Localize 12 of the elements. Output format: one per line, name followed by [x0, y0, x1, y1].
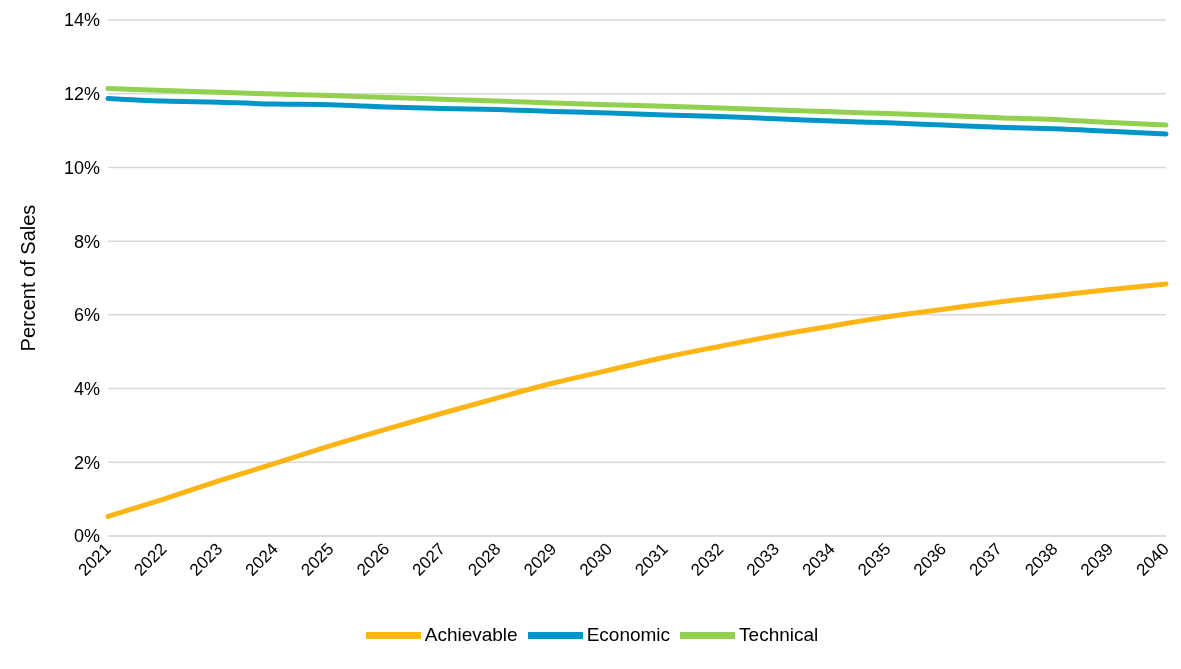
y-axis-title: Percent of Sales — [17, 204, 40, 352]
y-tick-label: 14% — [63, 10, 100, 31]
y-tick-label: 10% — [63, 157, 100, 178]
y-tick-label: 6% — [73, 305, 100, 326]
legend-label: Achievable — [424, 623, 518, 645]
y-tick-label: 4% — [73, 378, 100, 399]
y-tick-label: 0% — [73, 526, 100, 547]
y-tick-label: 12% — [63, 84, 100, 105]
y-tick-label: 2% — [73, 452, 100, 473]
y-tick-label: 8% — [73, 231, 100, 252]
legend-label: Technical — [739, 623, 819, 645]
legend-label: Economic — [586, 623, 671, 645]
